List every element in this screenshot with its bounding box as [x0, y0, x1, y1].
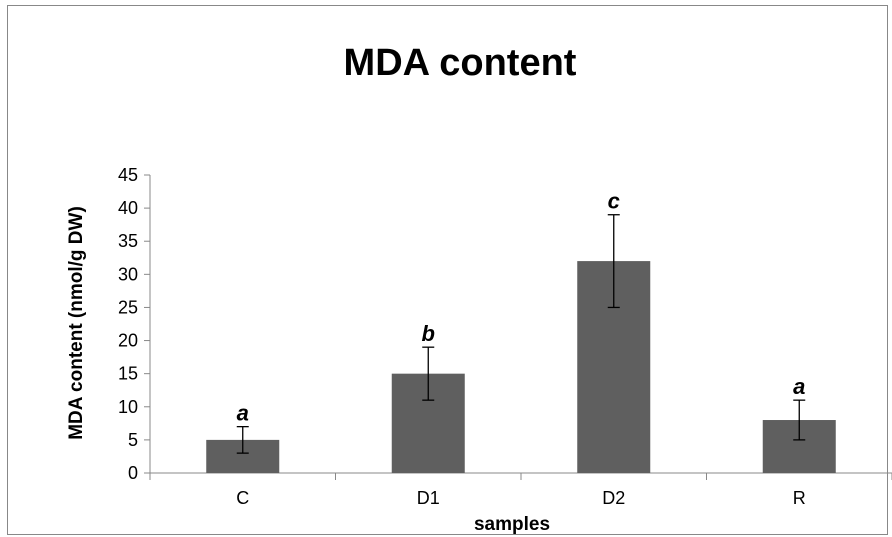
y-tick-label: 10	[118, 397, 138, 417]
y-tick-label: 30	[118, 264, 138, 284]
plot-area: 0 5 10 15 20 25 30 35 40 45 a Cb D1 c D2 a R	[118, 165, 892, 508]
x-tick-label: D1	[417, 488, 440, 508]
x-tick-label: C	[236, 488, 249, 508]
x-axis-label: samples	[474, 514, 550, 535]
y-tick-label: 35	[118, 231, 138, 251]
y-tick-label: 15	[118, 364, 138, 384]
significance-label: a	[237, 401, 249, 426]
x-tick-label: R	[793, 488, 806, 508]
chart-title: MDA content	[344, 42, 577, 84]
significance-label: a	[793, 374, 805, 399]
y-tick-label: 0	[128, 463, 138, 483]
significance-label: b	[422, 321, 435, 346]
y-tick-label: 40	[118, 198, 138, 218]
y-tick-label: 45	[118, 165, 138, 185]
y-tick-label: 20	[118, 331, 138, 351]
y-axis-label: MDA content (nmol/g DW)	[66, 206, 87, 440]
y-tick-label: 25	[118, 297, 138, 317]
y-tick-label: 5	[128, 430, 138, 450]
significance-label: c	[608, 189, 620, 214]
x-tick-label: D2	[602, 488, 625, 508]
